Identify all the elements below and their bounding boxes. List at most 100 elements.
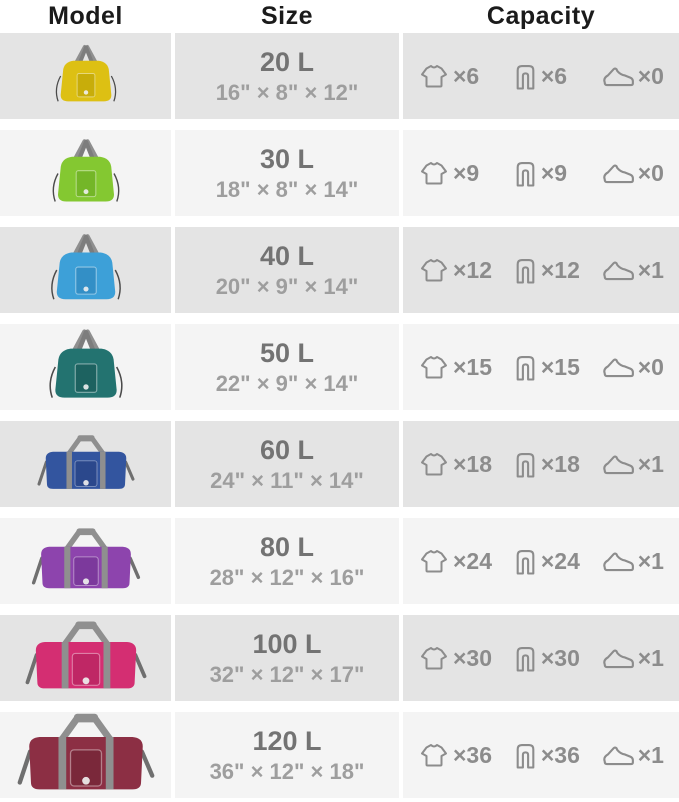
folded-pants-icon bbox=[513, 62, 538, 91]
capacity-cell: ×24 ×24 ×1 bbox=[403, 518, 679, 604]
tshirt-icon bbox=[418, 548, 450, 575]
table-row: 80 L 28" × 12" × 16" ×24 ×24 bbox=[0, 518, 679, 604]
folded-pants-icon bbox=[513, 547, 538, 576]
table-row: 50 L 22" × 9" × 14" ×15 ×15 bbox=[0, 324, 679, 410]
pants-capacity: ×30 bbox=[513, 644, 580, 673]
capacity-cell: ×36 ×36 ×1 bbox=[403, 712, 679, 798]
size-cell: 60 L 24" × 11" × 14" bbox=[175, 421, 399, 507]
table-row: 40 L 20" × 9" × 14" ×12 ×12 bbox=[0, 227, 679, 313]
tshirt-count: ×18 bbox=[453, 450, 493, 477]
shirt-capacity: ×15 bbox=[418, 354, 492, 381]
shoe-count: ×1 bbox=[637, 256, 664, 283]
folded-pants-icon bbox=[513, 256, 538, 285]
shirt-capacity: ×24 bbox=[418, 548, 492, 575]
model-cell bbox=[0, 33, 171, 119]
model-cell bbox=[0, 324, 171, 410]
shirt-capacity: ×36 bbox=[418, 742, 492, 769]
shoe-count: ×0 bbox=[637, 159, 664, 186]
tshirt-count: ×12 bbox=[453, 256, 493, 283]
dimensions-label: 18" × 8" × 14" bbox=[215, 176, 359, 202]
tshirt-icon bbox=[418, 742, 450, 769]
pants-count: ×9 bbox=[540, 159, 568, 186]
pants-capacity: ×9 bbox=[513, 159, 567, 188]
shoe-count: ×1 bbox=[637, 450, 664, 477]
shirt-capacity: ×6 bbox=[418, 63, 479, 90]
model-cell bbox=[0, 130, 171, 216]
tshirt-count: ×36 bbox=[453, 741, 493, 768]
tshirt-count: ×24 bbox=[453, 547, 493, 574]
capacity-cell: ×12 ×12 ×1 bbox=[403, 227, 679, 313]
column-header-model: Model bbox=[48, 2, 123, 30]
size-cell: 50 L 22" × 9" × 14" bbox=[175, 324, 399, 410]
dimensions-label: 36" × 12" × 18" bbox=[209, 758, 365, 784]
shoe-icon bbox=[601, 743, 635, 767]
folded-pants-icon bbox=[513, 450, 538, 479]
size-cell: 100 L 32" × 12" × 17" bbox=[175, 615, 399, 701]
pants-count: ×18 bbox=[540, 450, 580, 477]
volume-label: 30 L bbox=[259, 143, 315, 174]
folded-pants-icon bbox=[513, 353, 538, 382]
capacity-cell: ×6 ×6 ×0 bbox=[403, 33, 679, 119]
bag-image bbox=[44, 137, 128, 210]
shoe-capacity: ×1 bbox=[601, 742, 664, 769]
volume-label: 120 L bbox=[252, 725, 322, 756]
capacity-cell: ×30 ×30 ×1 bbox=[403, 615, 679, 701]
size-cell: 40 L 20" × 9" × 14" bbox=[175, 227, 399, 313]
column-header-size: Size bbox=[260, 2, 314, 30]
volume-label: 100 L bbox=[252, 628, 322, 659]
pants-count: ×15 bbox=[540, 353, 580, 380]
tshirt-icon bbox=[418, 160, 450, 187]
size-cell: 120 L 36" × 12" × 18" bbox=[175, 712, 399, 798]
tshirt-icon bbox=[418, 451, 450, 478]
shirt-capacity: ×30 bbox=[418, 645, 492, 672]
tshirt-icon bbox=[418, 645, 450, 672]
size-cell: 80 L 28" × 12" × 16" bbox=[175, 518, 399, 604]
model-cell bbox=[0, 615, 171, 701]
dimensions-label: 32" × 12" × 17" bbox=[209, 661, 365, 687]
shirt-capacity: ×9 bbox=[418, 160, 479, 187]
shoe-capacity: ×0 bbox=[601, 160, 664, 187]
tshirt-count: ×30 bbox=[453, 644, 493, 671]
tshirt-count: ×9 bbox=[453, 159, 480, 186]
shoe-capacity: ×1 bbox=[601, 451, 664, 478]
dimensions-label: 22" × 9" × 14" bbox=[215, 370, 359, 396]
bag-image bbox=[42, 232, 130, 308]
size-cell: 30 L 18" × 8" × 14" bbox=[175, 130, 399, 216]
pants-capacity: ×36 bbox=[513, 741, 580, 770]
tshirt-count: ×15 bbox=[453, 353, 493, 380]
dimensions-label: 16" × 8" × 12" bbox=[215, 79, 359, 105]
shoe-count: ×1 bbox=[637, 547, 664, 574]
tshirt-icon bbox=[418, 63, 450, 90]
table-row: 60 L 24" × 11" × 14" ×18 ×18 bbox=[0, 421, 679, 507]
shoe-icon bbox=[601, 161, 635, 185]
shoe-capacity: ×1 bbox=[601, 645, 664, 672]
pants-capacity: ×18 bbox=[513, 450, 580, 479]
column-header-capacity: Capacity bbox=[486, 2, 596, 30]
tshirt-count: ×6 bbox=[453, 62, 480, 89]
dimensions-label: 20" × 9" × 14" bbox=[215, 273, 359, 299]
shoe-capacity: ×0 bbox=[601, 63, 664, 90]
pants-capacity: ×15 bbox=[513, 353, 580, 382]
bag-image bbox=[31, 527, 141, 595]
shoe-icon bbox=[601, 646, 635, 670]
pants-capacity: ×12 bbox=[513, 256, 580, 285]
model-cell bbox=[0, 518, 171, 604]
pants-count: ×24 bbox=[540, 547, 580, 574]
tshirt-icon bbox=[418, 257, 450, 284]
shoe-capacity: ×1 bbox=[601, 548, 664, 575]
table-row: 120 L 36" × 12" × 18" ×36 ×36 bbox=[0, 712, 679, 798]
volume-label: 20 L bbox=[259, 46, 315, 77]
tshirt-icon bbox=[418, 354, 450, 381]
shoe-icon bbox=[601, 452, 635, 476]
pants-count: ×30 bbox=[540, 644, 580, 671]
folded-pants-icon bbox=[513, 741, 538, 770]
volume-label: 60 L bbox=[259, 434, 315, 465]
shirt-capacity: ×12 bbox=[418, 257, 492, 284]
shoe-icon bbox=[601, 258, 635, 282]
model-cell bbox=[0, 227, 171, 313]
shoe-count: ×1 bbox=[637, 644, 664, 671]
capacity-cell: ×9 ×9 ×0 bbox=[403, 130, 679, 216]
shoe-icon bbox=[601, 64, 635, 88]
volume-label: 80 L bbox=[259, 531, 315, 562]
pants-capacity: ×24 bbox=[513, 547, 580, 576]
